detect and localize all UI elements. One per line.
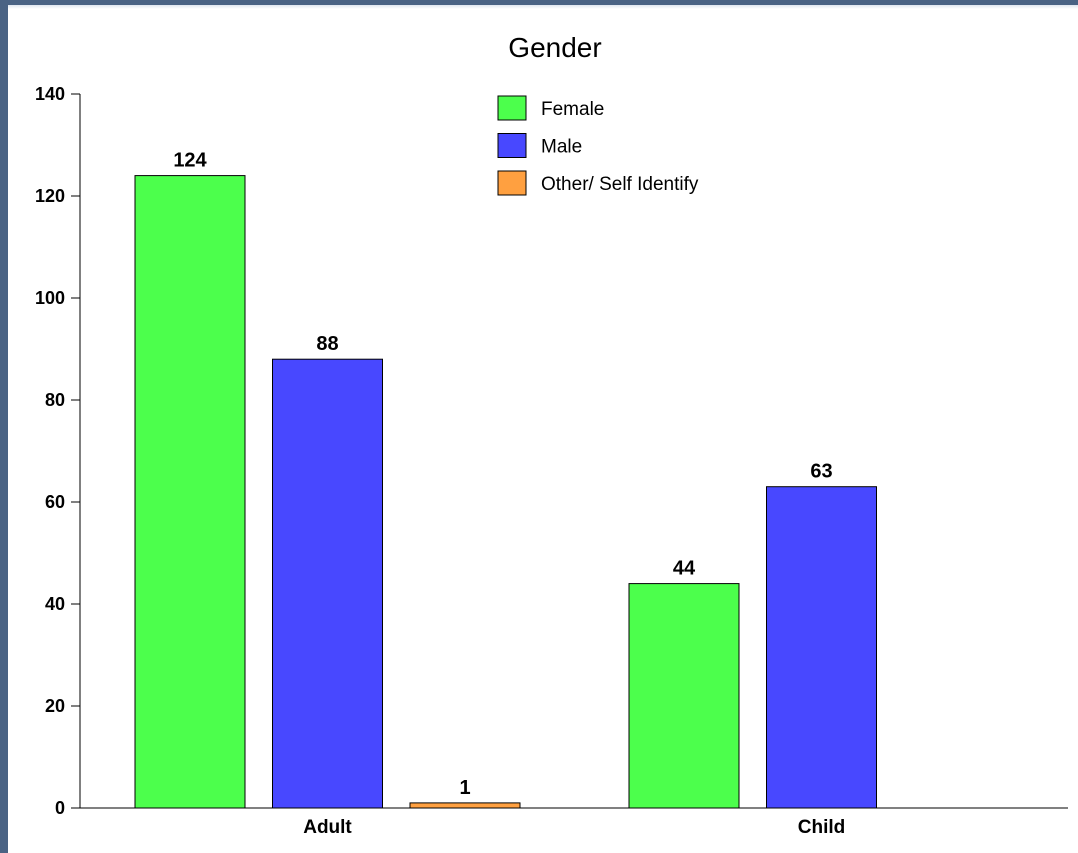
legend-label: Other/ Self Identify	[541, 174, 699, 195]
x-axis: Adult Child	[80, 807, 1068, 838]
data-label: 1	[459, 777, 470, 799]
legend-label: Male	[541, 137, 582, 158]
y-tick-label: 120	[35, 186, 65, 206]
legend-label: Female	[541, 99, 604, 120]
chart-title: Gender	[508, 32, 601, 63]
y-tick-label: 140	[35, 84, 65, 104]
legend-swatch	[497, 95, 527, 121]
bar	[272, 358, 383, 809]
y-tick-label: 80	[45, 390, 65, 410]
y-tick-label: 100	[35, 288, 65, 308]
y-tick-label: 20	[45, 696, 65, 716]
y-tick-label: 40	[45, 594, 65, 614]
data-label: 124	[173, 150, 207, 172]
bar	[409, 802, 521, 809]
legend-swatch	[497, 133, 527, 158]
legend: Female Male Other/ Self Identify	[497, 95, 699, 196]
bar	[628, 583, 740, 809]
data-label: 44	[673, 558, 696, 580]
y-tick-label: 60	[45, 492, 65, 512]
bar	[134, 175, 246, 809]
data-label: 88	[316, 333, 338, 355]
y-axis: 0 20 40 60 80 100 120 140	[35, 84, 81, 818]
x-tick-label: Adult	[303, 817, 352, 838]
bars: 124 88 1 44 63	[134, 150, 877, 809]
legend-swatch	[497, 170, 527, 196]
bar	[766, 486, 877, 809]
y-tick-label: 0	[55, 798, 65, 818]
x-tick-label: Child	[798, 817, 846, 838]
data-label: 63	[810, 461, 832, 483]
